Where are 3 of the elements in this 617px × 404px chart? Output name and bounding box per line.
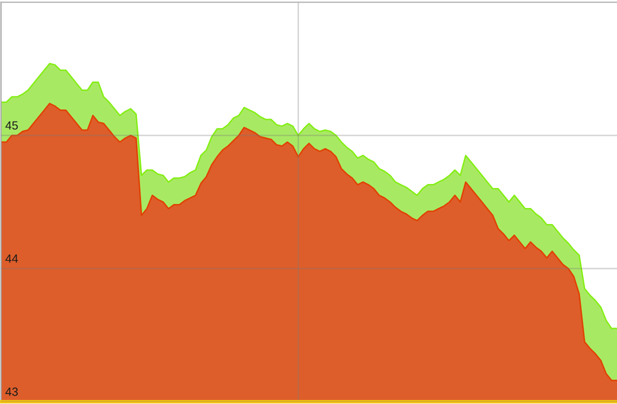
y-tick-label: 44 (5, 254, 18, 263)
y-tick-label: 43 (5, 388, 18, 396)
y-tick-label: 45 (5, 121, 18, 130)
